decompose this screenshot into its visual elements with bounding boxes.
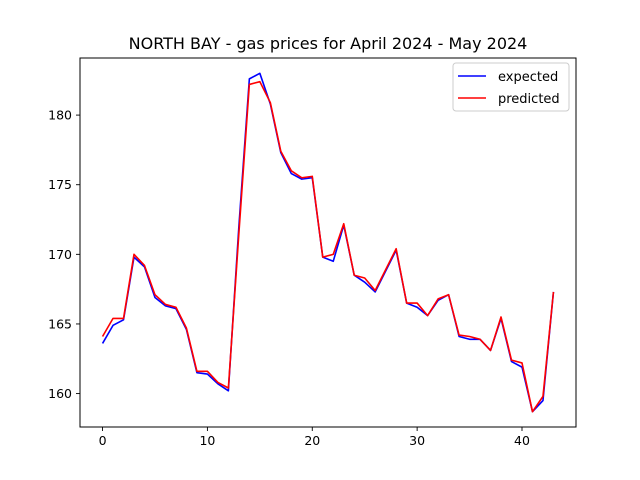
series-line-predicted: [101, 80, 555, 413]
y-tick-label: 175: [48, 177, 72, 192]
chart-title: NORTH BAY - gas prices for April 2024 - …: [129, 34, 528, 53]
x-tick-label: 40: [514, 433, 530, 448]
legend-box: [452, 62, 570, 112]
legend: expected predicted: [452, 62, 570, 112]
x-tick-label: 0: [99, 433, 107, 448]
plot-lines: [101, 72, 555, 413]
y-tick-label: 165: [48, 316, 72, 331]
legend-label-predicted: predicted: [498, 92, 560, 107]
y-tick-label: 160: [48, 386, 72, 401]
y-axis: 160 165 170 175 180: [48, 108, 80, 401]
legend-label-expected: expected: [498, 70, 558, 85]
x-axis: 0 10 20 30 40: [99, 427, 530, 448]
x-tick-label: 20: [304, 433, 320, 448]
y-tick-label: 180: [48, 108, 72, 123]
x-tick-label: 30: [409, 433, 425, 448]
x-tick-label: 10: [199, 433, 215, 448]
y-tick-label: 170: [48, 247, 72, 262]
plot-area-frame: [79, 57, 577, 428]
